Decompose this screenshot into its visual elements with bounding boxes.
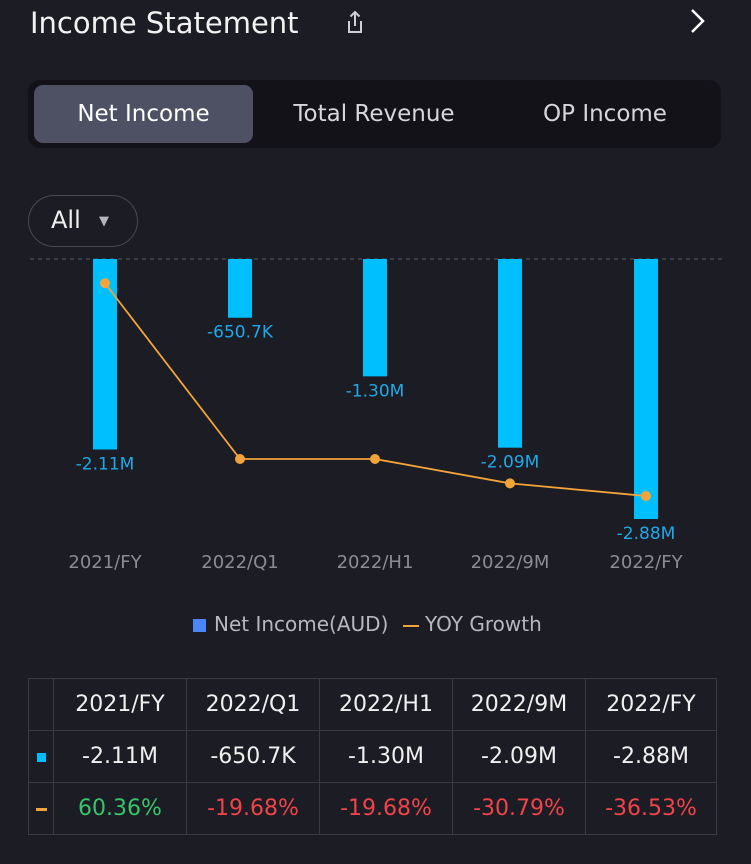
table-cell: -19.68% [186, 783, 319, 834]
yoy-growth-point [641, 491, 651, 501]
bar-net-income [498, 259, 522, 448]
yoy-growth-point [235, 454, 245, 464]
bar-value-label: -650.7K [207, 323, 274, 343]
x-tick-label: 2022/FY [609, 552, 683, 573]
legend-net-income-label: Net Income(AUD) [214, 612, 389, 636]
legend-net-income-swatch [193, 619, 206, 632]
table-header-cell: 2022/FY [585, 679, 716, 730]
table-row-yoy-growth: 60.36% -19.68% -19.68% -30.79% -36.53% [29, 783, 716, 835]
table-cell: -19.68% [319, 783, 452, 834]
bar-value-label: -2.88M [617, 524, 676, 544]
share-icon[interactable] [340, 8, 370, 38]
table-cell: -2.88M [585, 731, 716, 782]
table-cell: -2.09M [452, 731, 585, 782]
bar-value-label: -2.11M [76, 454, 135, 474]
bar-net-income [228, 259, 252, 318]
table-header-cell: 2021/FY [53, 679, 186, 730]
period-dropdown[interactable]: All ▼ [28, 195, 138, 247]
yoy-growth-point [505, 478, 515, 489]
bar-net-income [93, 259, 117, 450]
table-cell: -1.30M [319, 731, 452, 782]
legend-yoy-growth-swatch [403, 625, 419, 627]
table-cell: 60.36% [53, 783, 186, 834]
yoy-growth-marker [36, 808, 47, 811]
bar-net-income [363, 259, 387, 377]
metric-tabs: Net Income Total Revenue OP Income [28, 80, 721, 148]
chart-legend: Net Income(AUD) YOY Growth [0, 612, 751, 642]
bar-value-label: -2.09M [481, 453, 540, 473]
period-dropdown-label: All [51, 206, 81, 234]
table-cell: -36.53% [585, 783, 716, 834]
yoy-growth-point [100, 278, 110, 289]
table-header-cell: 2022/Q1 [186, 679, 319, 730]
x-tick-label: 2021/FY [68, 552, 142, 573]
table-cell: -650.7K [186, 731, 319, 782]
tab-net-income[interactable]: Net Income [34, 85, 253, 143]
caret-down-icon: ▼ [99, 214, 109, 229]
income-table: 2021/FY 2022/Q1 2022/H1 2022/9M 2022/FY … [28, 678, 717, 835]
page-title: Income Statement [30, 6, 299, 40]
table-cell: -30.79% [452, 783, 585, 834]
table-row-net-income: -2.11M -650.7K -1.30M -2.09M -2.88M [29, 731, 716, 783]
bar-net-income [634, 259, 658, 519]
legend-yoy-growth-label: YOY Growth [425, 612, 542, 636]
header: Income Statement [0, 0, 751, 56]
table-header-cell: 2022/H1 [319, 679, 452, 730]
net-income-chart: -2.11M -650.7K -1.30M -2.09M -2.88M 2021/FY 20… [30, 258, 722, 573]
tab-op-income[interactable]: OP Income [543, 101, 667, 127]
bar-value-label: -1.30M [346, 381, 405, 401]
x-tick-label: 2022/H1 [337, 552, 414, 573]
table-header-cell: 2022/9M [452, 679, 585, 730]
x-tick-label: 2022/9M [471, 552, 550, 573]
table-header-row: 2021/FY 2022/Q1 2022/H1 2022/9M 2022/FY [29, 679, 716, 731]
chevron-right-icon[interactable] [682, 6, 712, 36]
table-cell: -2.11M [53, 731, 186, 782]
tab-total-revenue[interactable]: Total Revenue [293, 101, 455, 127]
x-tick-label: 2022/Q1 [201, 552, 279, 573]
net-income-marker [37, 753, 46, 762]
yoy-growth-point [370, 454, 380, 464]
